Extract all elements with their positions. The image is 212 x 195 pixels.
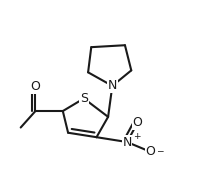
Text: −: − (156, 146, 163, 155)
Text: S: S (80, 92, 88, 105)
Text: O: O (133, 116, 142, 129)
Text: O: O (31, 80, 40, 93)
Text: N: N (108, 79, 117, 92)
Text: +: + (133, 132, 141, 141)
Text: N: N (122, 136, 132, 149)
Text: O: O (145, 145, 155, 158)
